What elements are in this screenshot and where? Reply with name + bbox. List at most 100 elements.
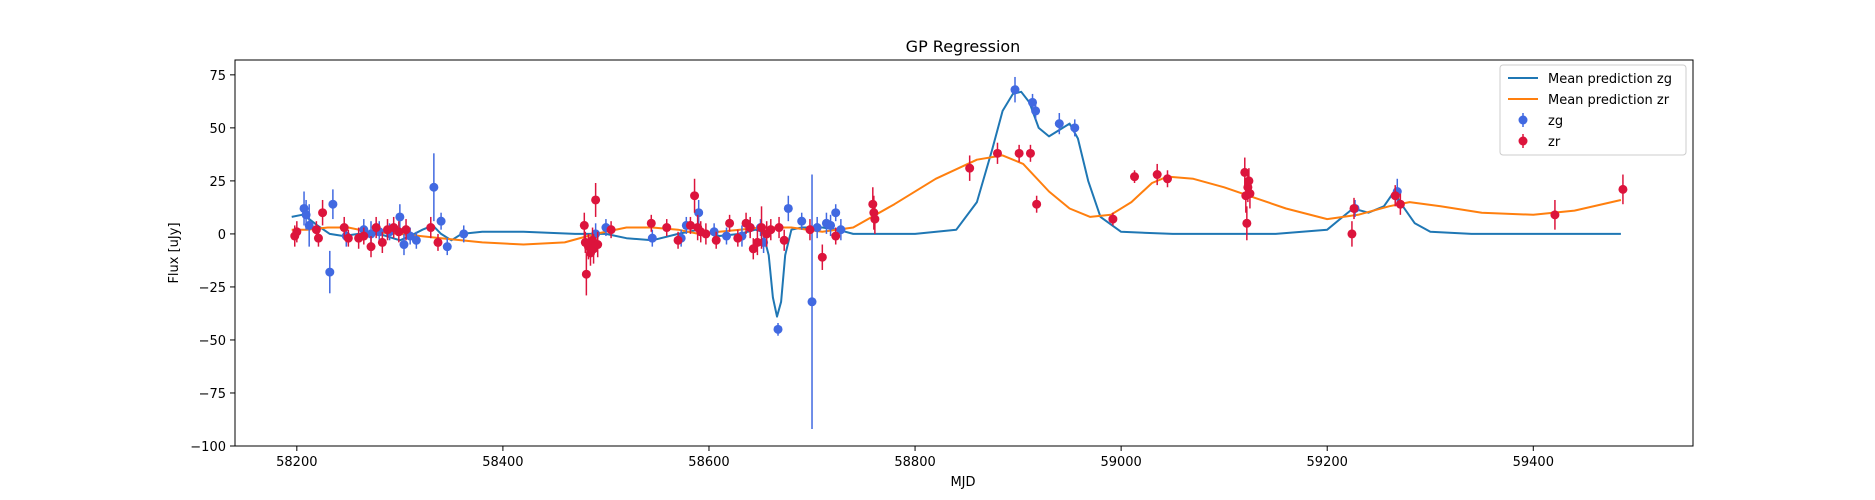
data-point: [733, 233, 743, 243]
y-tick-label: 50: [209, 122, 226, 137]
data-point: [690, 191, 700, 201]
legend-label: zr: [1548, 135, 1561, 150]
data-point: [359, 231, 369, 241]
data-point: [831, 208, 841, 218]
data-point: [593, 240, 603, 250]
data-point: [429, 182, 439, 192]
data-point: [711, 235, 721, 245]
data-point: [1031, 106, 1041, 116]
data-point: [1240, 167, 1250, 177]
plot-area-frame: [234, 59, 1694, 447]
data-point: [1395, 199, 1405, 209]
data-point: [591, 195, 601, 205]
data-point: [805, 225, 815, 235]
data-point: [817, 252, 827, 262]
legend-marker-swatch: [1518, 115, 1528, 125]
data-point: [325, 267, 335, 277]
data-point: [606, 225, 616, 235]
data-point: [745, 223, 755, 233]
data-point: [797, 216, 807, 226]
data-point: [647, 233, 657, 243]
data-point: [1010, 85, 1020, 95]
data-point: [579, 220, 589, 230]
data-point: [662, 223, 672, 233]
data-point: [779, 235, 789, 245]
data-point: [377, 237, 387, 247]
x-tick-label: 58400: [482, 455, 523, 470]
data-point: [1054, 119, 1064, 129]
y-tick-label: −100: [190, 440, 226, 455]
series-line: [291, 154, 1622, 246]
data-point: [301, 210, 311, 220]
data-point: [752, 237, 762, 247]
x-tick-label: 58200: [276, 455, 317, 470]
data-point: [831, 231, 841, 241]
data-point: [433, 237, 443, 247]
x-tick-label: 58600: [688, 455, 729, 470]
x-tick-label: 59400: [1513, 455, 1554, 470]
series-layer: [290, 76, 1628, 430]
data-point: [868, 199, 878, 209]
data-point: [436, 216, 446, 226]
legend-label: zg: [1548, 114, 1563, 129]
data-point: [685, 220, 695, 230]
data-point: [1130, 172, 1140, 182]
y-tick-label: 25: [209, 175, 226, 190]
data-point: [1390, 191, 1400, 201]
x-tick-label: 59200: [1307, 455, 1348, 470]
data-point: [1242, 218, 1252, 228]
data-point: [701, 229, 711, 239]
data-point: [646, 218, 656, 228]
data-point: [807, 297, 817, 307]
data-point: [766, 225, 776, 235]
data-point: [721, 231, 731, 241]
data-point: [371, 223, 381, 233]
chart-title: GP Regression: [906, 37, 1021, 56]
data-point: [1028, 97, 1038, 107]
x-axis-title: MJD: [950, 475, 975, 490]
data-point: [366, 229, 376, 239]
y-tick-label: 75: [209, 69, 226, 84]
data-point: [318, 208, 328, 218]
data-point: [442, 242, 452, 252]
y-tick-label: −50: [199, 334, 226, 349]
legend-label: Mean prediction zg: [1548, 72, 1672, 87]
y-tick-label: 0: [218, 228, 226, 243]
data-point: [401, 225, 411, 235]
data-point: [673, 235, 683, 245]
data-point: [774, 223, 784, 233]
data-point: [426, 223, 436, 233]
data-point: [826, 220, 836, 230]
data-point: [709, 227, 719, 237]
data-point: [1108, 214, 1118, 224]
data-point: [992, 148, 1002, 158]
data-point: [773, 324, 783, 334]
legend-marker-swatch: [1518, 136, 1528, 146]
data-point: [343, 233, 353, 243]
data-point: [1618, 184, 1628, 194]
legend-label: Mean prediction zr: [1548, 93, 1670, 108]
x-axis: 58200 58400 58600 58800 59000 59200 59400: [276, 446, 1554, 470]
data-point: [1245, 189, 1255, 199]
data-point: [581, 269, 591, 279]
data-point: [965, 163, 975, 173]
data-point: [1032, 199, 1042, 209]
data-point: [459, 229, 469, 239]
y-tick-label: −75: [199, 387, 226, 402]
x-tick-label: 59000: [1100, 455, 1141, 470]
y-axis: −100 −75 −50 −25 0 25 50 75: [190, 69, 235, 455]
data-point: [748, 244, 758, 254]
data-point: [311, 225, 321, 235]
data-point: [694, 208, 704, 218]
legend: Mean prediction zg Mean prediction zr zg zr: [1499, 64, 1687, 156]
data-point: [411, 235, 421, 245]
data-point: [1014, 148, 1024, 158]
x-tick-label: 58800: [894, 455, 935, 470]
data-point: [1025, 148, 1035, 158]
legend-box: [1499, 64, 1687, 156]
data-point: [1070, 123, 1080, 133]
data-point: [304, 220, 314, 230]
y-tick-label: −25: [199, 281, 226, 296]
data-point: [313, 233, 323, 243]
